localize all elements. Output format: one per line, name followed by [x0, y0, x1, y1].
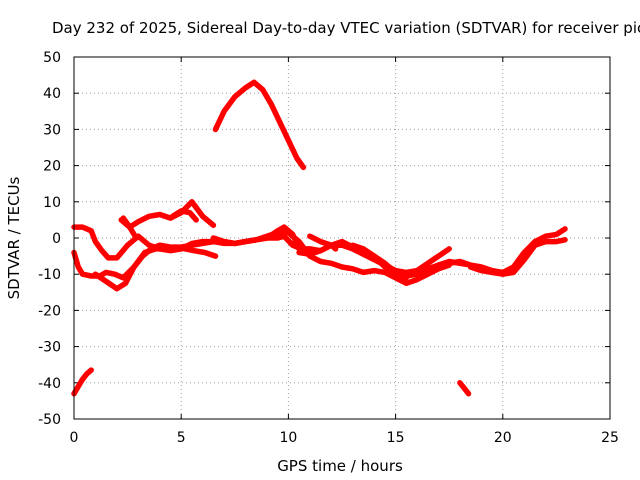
series-arc-c — [457, 380, 472, 397]
y-tick-label: 0 — [52, 231, 61, 247]
x-tick-label: 15 — [387, 430, 405, 446]
y-tick-label: 20 — [43, 159, 61, 175]
y-tick-label: -30 — [38, 340, 61, 356]
series-arc-i — [169, 208, 199, 223]
series-arc-l — [307, 233, 339, 252]
series-arc-g — [118, 199, 217, 230]
chart-title: Day 232 of 2025, Sidereal Day-to-day VTE… — [52, 19, 640, 37]
data-series — [71, 79, 568, 397]
series-arc-n — [467, 237, 568, 277]
x-axis-label: GPS time / hours — [277, 457, 403, 475]
grid — [74, 57, 610, 419]
series-arc-a — [212, 79, 307, 171]
y-tick-label: -40 — [38, 376, 61, 392]
y-tick-label: 50 — [43, 50, 61, 66]
series-arc-j — [210, 224, 302, 252]
series-arc-b — [71, 367, 94, 397]
y-tick-label: -20 — [38, 303, 61, 319]
series-arc-o — [392, 246, 452, 279]
y-axis-label: SDTVAR / TECUs — [5, 176, 23, 299]
series-arc-h — [120, 215, 139, 241]
x-tick-label: 25 — [601, 430, 619, 446]
x-tick-label: 0 — [70, 430, 79, 446]
y-tick-label: 10 — [43, 195, 61, 211]
y-tick-label: 40 — [43, 86, 61, 102]
series-arc-m — [349, 226, 568, 279]
x-tick-label: 10 — [279, 430, 297, 446]
y-tick-label: -10 — [38, 267, 61, 283]
y-tick-label: -50 — [38, 412, 61, 428]
y-tick-label: 30 — [43, 122, 61, 138]
x-tick-label: 20 — [494, 430, 512, 446]
x-tick-label: 5 — [177, 430, 186, 446]
plot-frame — [73, 56, 611, 420]
series-arc-f — [92, 229, 452, 292]
